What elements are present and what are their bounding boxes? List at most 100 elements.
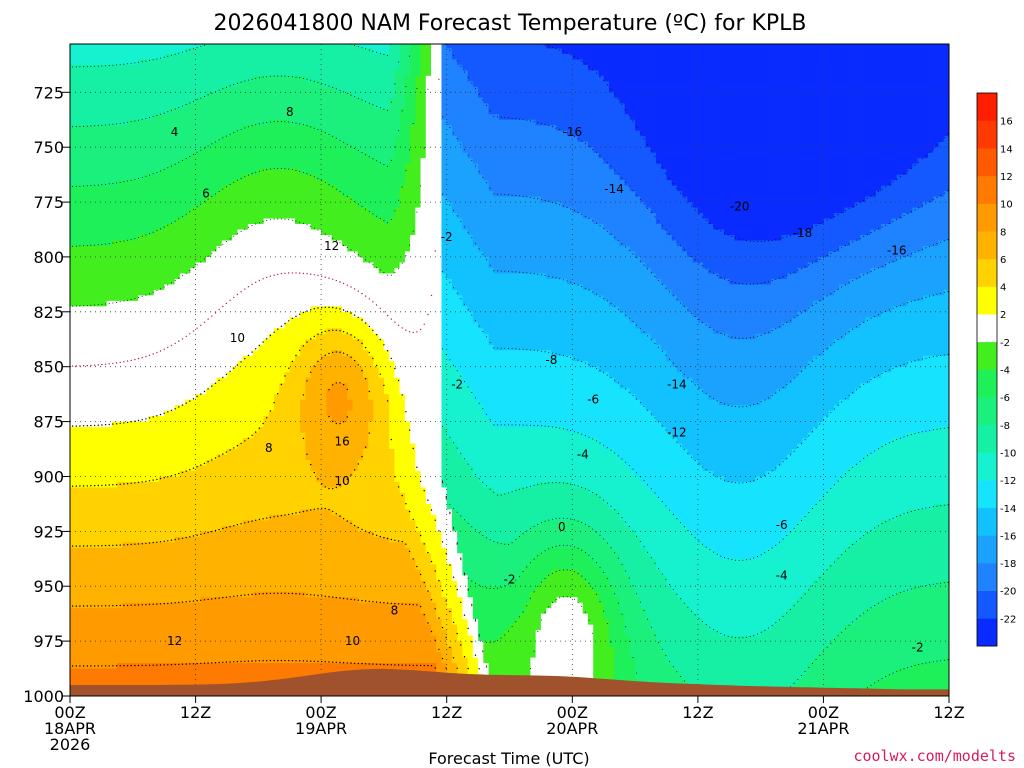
contour-point (658, 346, 660, 348)
contour-point (724, 403, 725, 405)
contour-point (478, 478, 480, 480)
contour-point (522, 571, 524, 573)
contour-point (101, 243, 103, 245)
contour-point (401, 494, 403, 497)
contour-point (475, 582, 476, 584)
contour-point (148, 542, 151, 544)
contour-point (493, 588, 495, 589)
contour-point (475, 320, 476, 321)
contour-point (801, 370, 802, 372)
contour-point (185, 50, 187, 52)
contour-point (148, 664, 151, 666)
contour-point (724, 634, 725, 636)
contour-point (676, 366, 678, 368)
contour-point (562, 596, 564, 598)
contour-point (192, 398, 195, 400)
contour-point (160, 57, 161, 59)
contour-point (354, 44, 356, 46)
contour-point (647, 551, 649, 553)
contour-point (888, 369, 890, 371)
contour-point (353, 359, 356, 362)
contour-point (698, 540, 700, 542)
contour-point (141, 604, 143, 606)
contour-point (138, 297, 139, 298)
contour-point (940, 194, 942, 196)
contour-point (445, 552, 447, 555)
contour-point (855, 278, 857, 280)
contour-point (797, 269, 799, 271)
contour-point (368, 432, 370, 434)
contour-point (321, 507, 323, 509)
contour-point (863, 274, 865, 276)
contour-point (295, 593, 297, 595)
contour-point (442, 348, 443, 350)
contour-point (548, 200, 550, 202)
contour-point (75, 126, 77, 128)
contour-point (508, 347, 509, 349)
contour-point (97, 304, 99, 306)
contour-point (588, 289, 590, 291)
contour-point (306, 453, 308, 455)
contour-point (262, 169, 264, 171)
contour-point (932, 199, 934, 201)
contour-point (746, 636, 747, 638)
contour-point (365, 208, 367, 210)
contour-point (768, 397, 769, 399)
contour-point (332, 237, 334, 239)
contour-point (665, 354, 667, 356)
contour-point (189, 102, 191, 104)
contour-point (160, 113, 161, 115)
contour-point (603, 538, 605, 540)
contour-point (236, 445, 239, 447)
contour-point (537, 273, 539, 275)
contour-point (584, 611, 586, 613)
contour-point (570, 570, 572, 572)
contour-point (225, 451, 228, 453)
contour-point (628, 185, 630, 187)
contour-point (207, 198, 209, 200)
colorbar-tick-label: -10 (1000, 449, 1016, 460)
contour-point (903, 436, 905, 438)
contour-point (273, 168, 275, 170)
contour-point (225, 661, 228, 663)
contour-point (441, 657, 444, 660)
contour-point (94, 304, 96, 306)
contour-label: 10 (345, 634, 360, 648)
contour-point (247, 521, 250, 523)
contour-point (328, 85, 330, 87)
contour-point (584, 143, 586, 145)
contour-point (599, 370, 601, 372)
contour-point (467, 154, 469, 156)
contour-point (486, 587, 487, 589)
contour-point (291, 592, 294, 595)
contour-point (126, 665, 129, 667)
contour-point (160, 288, 161, 290)
contour-point (108, 484, 110, 486)
contour-label: -2 (441, 230, 453, 244)
contour-point (658, 568, 660, 570)
contour-point (551, 482, 553, 484)
contour-point (97, 424, 100, 426)
contour-point (167, 664, 169, 666)
contour-point (211, 92, 213, 94)
contour-point (870, 270, 872, 272)
contour-point (350, 598, 352, 601)
contour-point (156, 290, 158, 292)
contour-point (482, 331, 484, 332)
contour-point (207, 94, 209, 96)
contour-point (262, 278, 264, 280)
contour-point (848, 243, 850, 245)
contour-point (500, 116, 502, 118)
contour-point (676, 188, 678, 190)
contour-point (881, 446, 883, 448)
contour-point (379, 307, 381, 309)
contour-point (555, 518, 557, 520)
contour-point (606, 300, 608, 302)
contour-point (936, 583, 938, 585)
contour-point (907, 362, 909, 364)
contour-point (529, 562, 531, 564)
contour-point (610, 303, 612, 304)
contour-point (852, 392, 854, 394)
contour-point (555, 427, 557, 428)
contour-label: 8 (286, 105, 294, 119)
